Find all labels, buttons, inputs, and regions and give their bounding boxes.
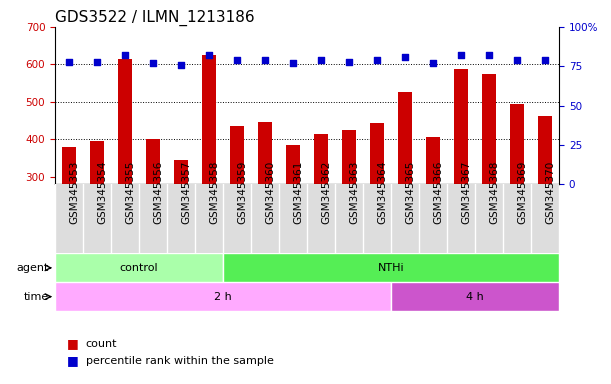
Bar — [258, 122, 272, 289]
Point — [540, 57, 550, 63]
Text: GSM345359: GSM345359 — [237, 161, 247, 224]
Point — [428, 60, 438, 66]
Text: GSM345363: GSM345363 — [349, 161, 359, 224]
Text: GSM345353: GSM345353 — [69, 161, 79, 224]
Bar — [223, 253, 559, 282]
Text: time: time — [24, 291, 49, 302]
Text: GDS3522 / ILMN_1213186: GDS3522 / ILMN_1213186 — [55, 9, 255, 25]
Text: 4 h: 4 h — [466, 291, 484, 302]
Text: GSM345366: GSM345366 — [433, 161, 443, 224]
Text: GSM345368: GSM345368 — [489, 161, 499, 224]
Point — [512, 57, 522, 63]
Text: control: control — [120, 263, 158, 273]
Point — [400, 54, 410, 60]
Point — [92, 58, 102, 65]
Bar — [398, 92, 412, 289]
Text: ■: ■ — [67, 354, 79, 367]
Point — [344, 58, 354, 65]
Bar — [538, 116, 552, 289]
Text: 2 h: 2 h — [214, 291, 232, 302]
Text: count: count — [86, 339, 117, 349]
Text: GSM345361: GSM345361 — [293, 161, 303, 224]
Point — [64, 58, 74, 65]
Text: GSM345367: GSM345367 — [461, 161, 471, 224]
Bar — [230, 126, 244, 289]
Bar — [174, 160, 188, 289]
Text: GSM345354: GSM345354 — [97, 161, 107, 224]
Bar — [118, 59, 132, 289]
Point — [148, 60, 158, 66]
Point — [176, 61, 186, 68]
Text: GSM345365: GSM345365 — [405, 161, 415, 224]
Bar — [90, 141, 104, 289]
Bar — [482, 74, 496, 289]
Text: GSM345358: GSM345358 — [209, 161, 219, 224]
Text: GSM345355: GSM345355 — [125, 161, 135, 224]
Bar — [314, 134, 328, 289]
Text: GSM345356: GSM345356 — [153, 161, 163, 224]
Point — [288, 60, 298, 66]
Bar — [510, 104, 524, 289]
Point — [316, 57, 326, 63]
Point — [456, 52, 466, 58]
Point — [232, 57, 242, 63]
Bar — [55, 253, 223, 282]
Text: NTHi: NTHi — [378, 263, 404, 273]
Point — [204, 52, 214, 58]
Bar — [454, 69, 468, 289]
Point — [484, 52, 494, 58]
Bar — [426, 137, 440, 289]
Point — [120, 52, 130, 58]
Text: GSM345370: GSM345370 — [545, 161, 555, 224]
Text: GSM345369: GSM345369 — [517, 161, 527, 224]
Bar — [391, 282, 559, 311]
Text: GSM345357: GSM345357 — [181, 161, 191, 224]
Bar — [55, 282, 391, 311]
Point — [260, 57, 270, 63]
Text: agent: agent — [16, 263, 49, 273]
Text: percentile rank within the sample: percentile rank within the sample — [86, 356, 273, 366]
Point — [372, 57, 382, 63]
Text: GSM345364: GSM345364 — [377, 161, 387, 224]
Text: ■: ■ — [67, 337, 79, 350]
Bar — [286, 145, 300, 289]
Bar — [202, 55, 216, 289]
Text: GSM345362: GSM345362 — [321, 161, 331, 224]
Bar — [370, 123, 384, 289]
Text: GSM345360: GSM345360 — [265, 161, 275, 224]
Bar — [342, 130, 356, 289]
Bar — [146, 139, 160, 289]
Bar — [62, 147, 76, 289]
